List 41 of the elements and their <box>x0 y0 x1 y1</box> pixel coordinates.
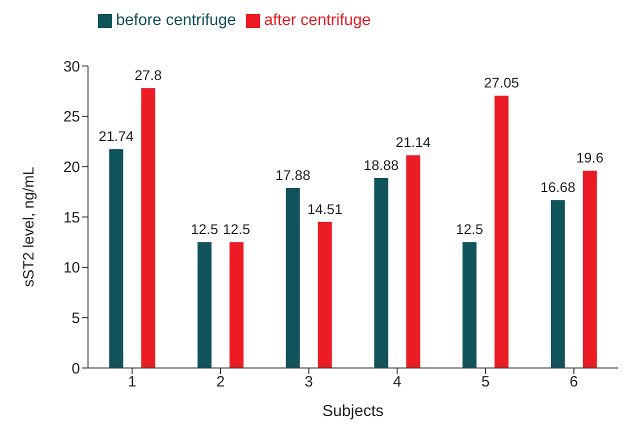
data-label: 12.5 <box>456 221 484 238</box>
x-tick-label: 4 <box>392 374 402 391</box>
data-label: 19.6 <box>576 150 604 166</box>
bar <box>230 242 244 368</box>
bar <box>286 188 300 368</box>
y-tick-label: 15 <box>63 209 80 226</box>
x-axis-title: Subjects <box>322 403 384 420</box>
data-label: 18.88 <box>364 156 399 173</box>
data-label: 21.14 <box>396 134 431 150</box>
bar <box>318 222 332 368</box>
y-tick-label: 0 <box>72 360 80 378</box>
data-label: 27.05 <box>484 74 520 91</box>
y-tick-label: 5 <box>72 310 80 327</box>
data-label: 12.5 <box>222 221 250 238</box>
bar <box>198 242 212 368</box>
data-label: 12.5 <box>190 221 218 238</box>
bar <box>109 149 124 368</box>
data-label: 16.68 <box>540 179 576 196</box>
x-tick-label: 6 <box>570 374 578 391</box>
data-label: 14.51 <box>307 200 343 217</box>
data-label: 17.88 <box>275 167 311 184</box>
bar <box>374 178 388 368</box>
y-tick-label: 10 <box>63 260 80 277</box>
bar <box>494 96 509 368</box>
y-tick-label: 20 <box>63 158 80 176</box>
data-label: 21.74 <box>98 128 134 144</box>
y-tick-label: 30 <box>63 58 80 76</box>
x-tick-label: 2 <box>216 374 225 391</box>
y-axis-title: sST2 level, ng/mL <box>20 166 38 287</box>
x-tick-label: 3 <box>304 374 314 391</box>
bar <box>582 170 597 368</box>
legend-label: before centrifuge <box>116 12 236 29</box>
legend-label: after centrifuge <box>264 12 371 29</box>
y-tick-label: 25 <box>63 108 80 126</box>
bar <box>550 200 565 368</box>
bar <box>406 155 420 368</box>
x-tick-label: 1 <box>128 374 136 391</box>
bar <box>462 242 477 368</box>
x-tick-label: 5 <box>481 374 490 391</box>
bar <box>141 88 156 368</box>
data-label: 27.8 <box>134 67 162 84</box>
